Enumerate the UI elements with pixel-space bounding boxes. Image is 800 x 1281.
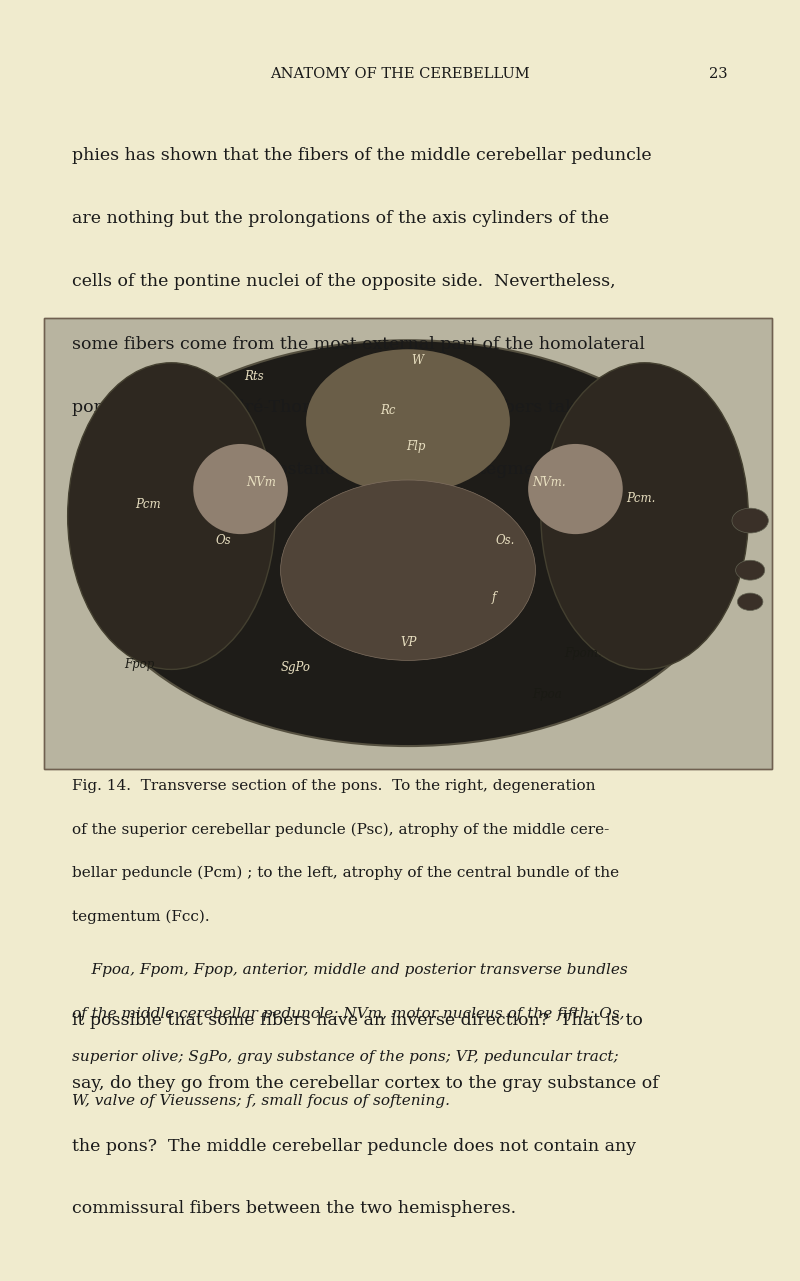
- Bar: [44, 318, 772, 769]
- Text: NVm: NVm: [246, 475, 276, 489]
- Text: Flp: Flp: [406, 439, 426, 452]
- Text: ANATOMY OF THE CEREBELLUM: ANATOMY OF THE CEREBELLUM: [270, 67, 530, 81]
- Text: Fig. 14.  Transverse section of the pons.  To the right, degeneration: Fig. 14. Transverse section of the pons.…: [72, 779, 595, 793]
- Ellipse shape: [541, 363, 748, 670]
- Ellipse shape: [528, 445, 622, 534]
- Text: some fibers come from the most external part of the homolateral: some fibers come from the most external …: [72, 336, 645, 352]
- Text: W, valve of Vieussens; f, small focus of softening.: W, valve of Vieussens; f, small focus of…: [72, 1094, 450, 1108]
- Text: Os.: Os.: [495, 534, 514, 547]
- Text: W: W: [412, 354, 424, 368]
- Text: f: f: [492, 591, 496, 603]
- Text: Fpoa: Fpoa: [532, 688, 562, 701]
- Ellipse shape: [194, 445, 288, 534]
- Ellipse shape: [732, 509, 768, 533]
- Text: Pcm: Pcm: [135, 498, 161, 511]
- Text: the pons?  The middle cerebellar peduncle does not contain any: the pons? The middle cerebellar peduncle…: [72, 1138, 636, 1154]
- Text: VP: VP: [401, 635, 417, 649]
- Ellipse shape: [738, 593, 763, 611]
- Text: Rts: Rts: [244, 370, 264, 383]
- Text: cells of the pontine nuclei of the opposite side.  Nevertheless,: cells of the pontine nuclei of the oppos…: [72, 273, 616, 290]
- Ellipse shape: [281, 480, 535, 661]
- Text: Os: Os: [215, 534, 230, 547]
- Text: 23: 23: [710, 67, 728, 81]
- Ellipse shape: [306, 350, 510, 493]
- Text: SgPo: SgPo: [281, 661, 310, 674]
- Text: bellar peduncle (Pcm) ; to the left, atrophy of the central bundle of the: bellar peduncle (Pcm) ; to the left, atr…: [72, 866, 619, 880]
- Text: Fpom.: Fpom.: [565, 647, 602, 660]
- Text: it possible that some fibers have an inverse direction?  That is to: it possible that some fibers have an inv…: [72, 1012, 643, 1029]
- Text: tegmentum (Fcc).: tegmentum (Fcc).: [72, 910, 210, 924]
- Text: say, do they go from the cerebellar cortex to the gray substance of: say, do they go from the cerebellar cort…: [72, 1075, 658, 1091]
- Text: are nothing but the prolongations of the axis cylinders of the: are nothing but the prolongations of the…: [72, 210, 609, 227]
- Ellipse shape: [81, 341, 735, 746]
- Text: superior olive; SgPo, gray substance of the pons; VP, peduncular tract;: superior olive; SgPo, gray substance of …: [72, 1050, 618, 1065]
- Bar: [44, 318, 772, 769]
- Text: Fpop: Fpop: [124, 658, 154, 671]
- Text: origin from the gray substance of the pontine tegmentum.  Is: origin from the gray substance of the po…: [72, 461, 612, 478]
- Text: of the middle cerebellar peduncle; NVm, motor nucleus of the fifth; Os,: of the middle cerebellar peduncle; NVm, …: [72, 1007, 625, 1021]
- Text: of the superior cerebellar peduncle (Psc), atrophy of the middle cere-: of the superior cerebellar peduncle (Psc…: [72, 822, 610, 836]
- Text: phies has shown that the fibers of the middle cerebellar peduncle: phies has shown that the fibers of the m…: [72, 147, 652, 164]
- Text: Rc: Rc: [380, 404, 396, 416]
- Ellipse shape: [68, 363, 275, 670]
- Text: Fpoa, Fpom, Fpop, anterior, middle and posterior transverse bundles: Fpoa, Fpom, Fpop, anterior, middle and p…: [72, 963, 628, 977]
- Text: commissural fibers between the two hemispheres.: commissural fibers between the two hemis…: [72, 1200, 516, 1217]
- Ellipse shape: [736, 560, 765, 580]
- Text: pontine nuclei (André-Thomas).  Besides, some fibers take their: pontine nuclei (André-Thomas). Besides, …: [72, 398, 634, 416]
- Text: NVm.: NVm.: [532, 475, 566, 489]
- Text: Pcm.: Pcm.: [626, 492, 656, 505]
